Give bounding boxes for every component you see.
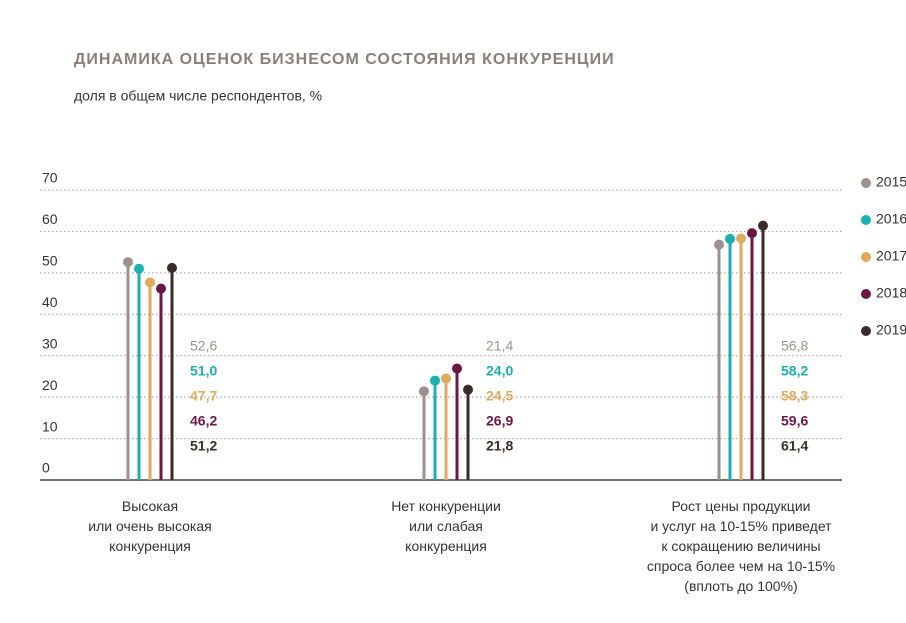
value-label: 24,5 [486,388,513,404]
dot [747,228,757,239]
dot [167,262,177,273]
legend-label: 2017 [876,248,906,264]
dot [452,363,462,374]
value-label: 21,4 [486,338,513,354]
chart-title: ДИНАМИКА ОЦЕНОК БИЗНЕСОМ СОСТОЯНИЯ КОНКУ… [74,51,615,68]
value-label: 58,3 [781,388,808,404]
value-label: 24,0 [486,363,513,379]
legend-label: 2019 [876,322,906,338]
dot [758,220,768,231]
dot [714,239,724,250]
y-tick-label: 60 [42,211,58,227]
y-tick-label: 50 [42,253,58,269]
y-tick-label: 0 [42,460,50,476]
dot [736,233,746,244]
dot [123,257,133,268]
x-tick-label: Высокая или очень высокая конкуренция [88,498,212,554]
legend-label: 2015 [876,174,906,190]
legend-label: 2018 [876,285,906,301]
value-label: 52,6 [190,338,217,354]
chart-subtitle: доля в общем числе респондентов, % [74,88,322,104]
x-tick-label: Рост цены продукции и услуг на 10-15% пр… [646,498,836,594]
dot [419,386,429,397]
dot [463,384,473,395]
dot [134,263,144,274]
legend-marker [861,326,871,336]
y-tick-label: 10 [42,418,58,434]
dot [156,283,166,294]
x-tick-label: Нет конкуренции или слабая конкуренция [391,498,501,554]
value-label: 56,8 [781,338,808,354]
value-label: 61,4 [781,438,808,454]
value-label: 47,7 [190,388,217,404]
value-label: 46,2 [190,413,217,429]
dot [725,233,735,244]
y-tick-label: 70 [42,170,58,186]
dot [430,375,440,386]
value-label: 51,2 [190,438,217,454]
y-tick-label: 40 [42,294,58,310]
value-label: 59,6 [781,413,808,429]
y-tick-label: 20 [42,377,58,393]
value-label: 21,8 [486,438,513,454]
legend-marker [861,178,871,188]
dot [441,373,451,384]
value-label: 51,0 [190,363,217,379]
dot [145,277,155,288]
legend-marker [861,215,871,225]
value-label: 58,2 [781,363,808,379]
legend-marker [861,252,871,262]
legend-marker [861,289,871,299]
value-label: 26,9 [486,413,513,429]
y-tick-label: 30 [42,335,58,351]
legend-label: 2016 [876,211,906,227]
